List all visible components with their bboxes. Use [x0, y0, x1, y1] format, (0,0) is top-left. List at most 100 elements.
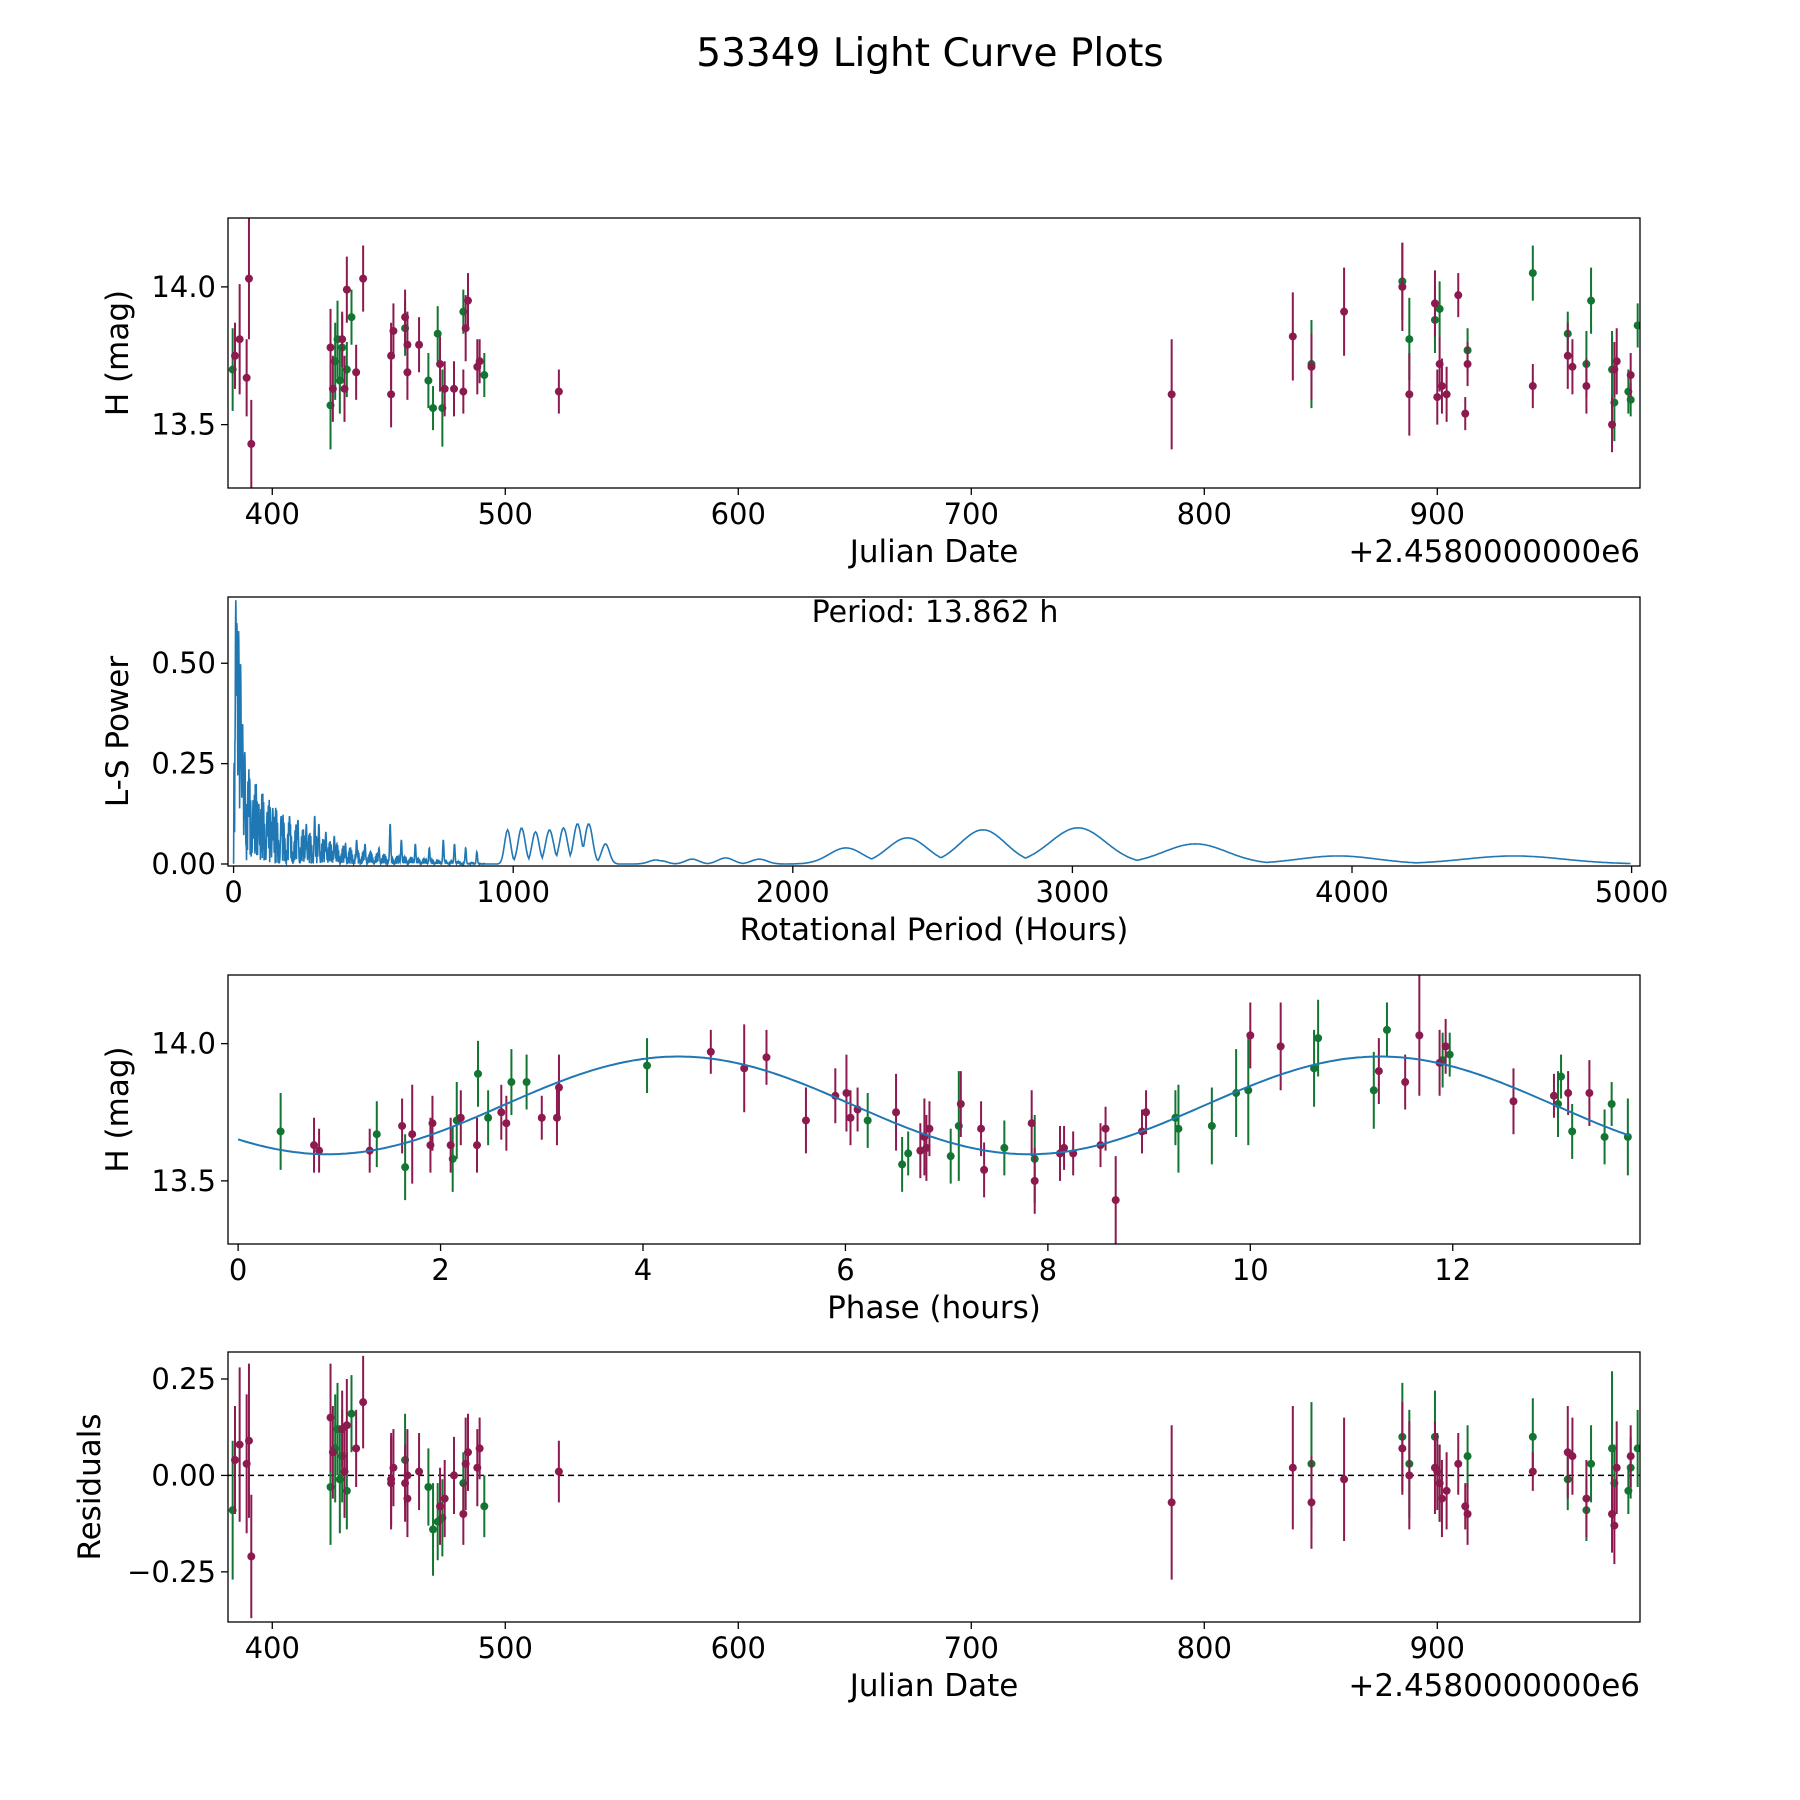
y-tick-label: −0.25 — [127, 1555, 216, 1589]
x-tick-label: 0 — [229, 1253, 247, 1287]
point-marker — [1463, 1452, 1472, 1461]
point-marker — [1442, 390, 1451, 399]
plot-area — [228, 218, 1640, 488]
point-marker — [1167, 390, 1176, 399]
point-marker — [352, 368, 361, 377]
point-marker — [403, 340, 412, 349]
data-point — [1461, 397, 1470, 431]
panel-lightcurve: 400 500 600 700 800 900 13.5 14.0 Julian Date H (… — [100, 217, 1641, 570]
point-marker — [1528, 1467, 1537, 1476]
data-point — [480, 353, 489, 398]
data-point — [1633, 303, 1640, 348]
data-point — [1585, 1060, 1594, 1126]
data-point — [459, 1483, 468, 1545]
x-tick-label: 500 — [478, 497, 533, 531]
point-marker — [244, 274, 253, 283]
data-point — [1288, 292, 1297, 381]
y-tick-label: 13.5 — [151, 1164, 216, 1198]
data-point — [415, 317, 424, 373]
data-point — [389, 1429, 398, 1507]
data-point — [1563, 322, 1572, 389]
point-marker — [359, 1398, 368, 1407]
series-maroon — [230, 218, 1635, 488]
data-point — [740, 1024, 749, 1113]
data-point — [1435, 281, 1444, 337]
data-point — [1027, 1090, 1036, 1157]
point-marker — [1549, 1091, 1558, 1100]
point-marker — [276, 1127, 285, 1136]
point-marker — [1528, 269, 1537, 278]
data-point — [1430, 270, 1439, 337]
y-axis-label: H (mag) — [100, 1046, 136, 1172]
data-point — [372, 1101, 381, 1168]
x-tick-label: 900 — [1410, 497, 1465, 531]
point-marker — [459, 387, 468, 396]
point-marker — [475, 1444, 484, 1453]
point-marker — [230, 351, 239, 360]
point-marker — [359, 274, 368, 283]
data-point — [1167, 1425, 1176, 1580]
data-point — [1633, 1409, 1640, 1487]
x-tick-label: 4000 — [1315, 875, 1389, 909]
point-marker — [1433, 393, 1442, 402]
data-point — [1463, 1425, 1472, 1487]
point-marker — [1142, 1108, 1151, 1117]
data-point — [762, 1029, 771, 1085]
point-marker — [244, 1436, 253, 1445]
data-point — [328, 355, 337, 422]
point-marker — [898, 1160, 907, 1169]
point-marker — [1101, 1124, 1110, 1133]
point-marker — [1398, 282, 1407, 291]
panel-periodogram: Period: 13.862 h 0 1000 2000 3000 4000 5000 0.0… — [100, 595, 1669, 948]
data-point — [863, 1093, 872, 1148]
data-point — [1445, 1032, 1454, 1077]
point-marker — [1415, 1031, 1424, 1040]
point-marker — [424, 376, 433, 385]
point-marker — [347, 1409, 356, 1418]
point-marker — [387, 390, 396, 399]
point-marker — [1568, 1127, 1577, 1136]
data-point — [1207, 1087, 1216, 1165]
point-marker — [554, 1083, 563, 1092]
data-point — [1246, 1002, 1255, 1069]
data-point — [230, 1406, 239, 1514]
data-point — [1374, 1038, 1383, 1105]
point-marker — [1461, 409, 1470, 418]
point-marker — [1000, 1143, 1009, 1152]
panel-residuals: 400 500 600 700 800 900 −0.25 0.00 0.25 Julian Da… — [72, 1351, 1641, 1704]
x-tick-label: 800 — [1177, 1631, 1232, 1665]
data-point — [1382, 1002, 1391, 1058]
data-point — [1310, 1029, 1319, 1107]
point-marker — [1310, 1064, 1319, 1073]
point-marker — [537, 1113, 546, 1122]
x-tick-label: 600 — [711, 497, 766, 531]
data-point — [1528, 1452, 1537, 1491]
data-point — [846, 1090, 855, 1146]
point-marker — [338, 335, 347, 344]
point-marker — [1509, 1097, 1518, 1106]
data-point — [1610, 1487, 1619, 1565]
point-marker — [1174, 1124, 1183, 1133]
data-point — [456, 1090, 465, 1146]
data-point — [1463, 341, 1472, 387]
data-point — [1582, 358, 1591, 414]
data-point — [403, 311, 412, 378]
point-marker — [433, 329, 442, 338]
data-point — [1288, 1406, 1297, 1530]
data-point — [497, 1084, 506, 1140]
point-marker — [1369, 1086, 1378, 1095]
data-point — [463, 1413, 472, 1491]
data-point — [1340, 267, 1349, 356]
point-marker — [1633, 321, 1640, 330]
point-marker — [429, 1525, 438, 1534]
x-tick-label: 400 — [245, 1631, 300, 1665]
point-marker — [1405, 335, 1414, 344]
data-point — [342, 1379, 351, 1472]
point-marker — [740, 1064, 749, 1073]
x-axis-label: Julian Date — [848, 534, 1019, 570]
point-marker — [1454, 291, 1463, 300]
data-point — [1454, 273, 1463, 318]
data-point — [925, 1101, 934, 1157]
data-point — [1415, 975, 1424, 1096]
data-point — [1307, 1456, 1316, 1549]
